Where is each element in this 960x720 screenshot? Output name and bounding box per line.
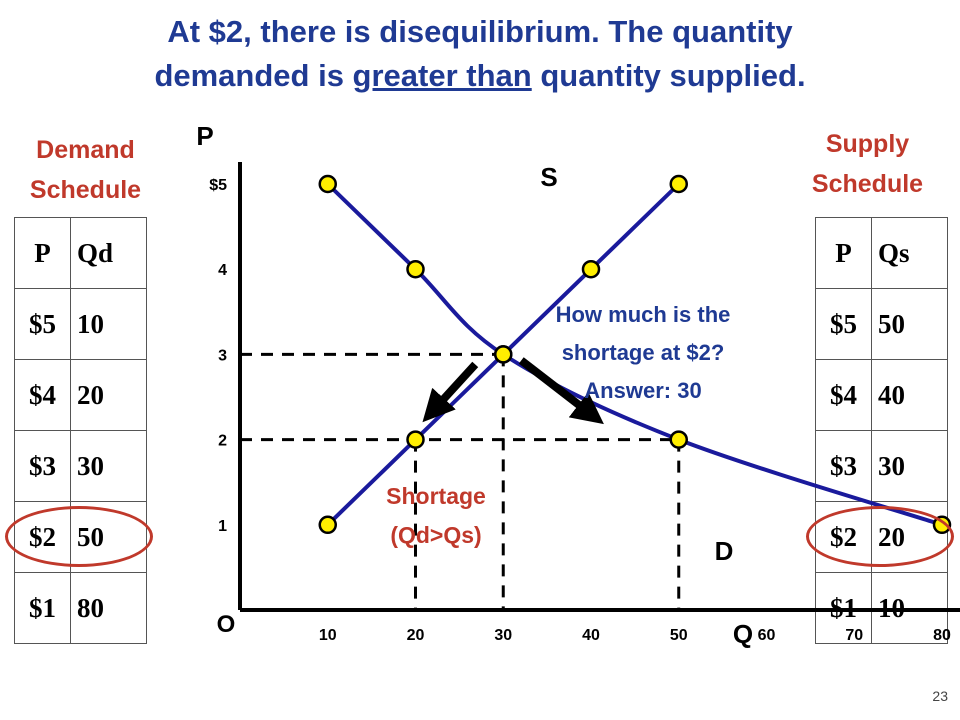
x-tick-label: 10 [319,627,337,644]
title-underlined-phrase: greater than [352,58,532,93]
supply-header-qs: Qs [871,217,948,289]
demand-point [318,174,337,194]
supply-schedule-title-line-2: Schedule [811,170,924,198]
supply-row: $4 40 [815,359,948,431]
shortage-label-line-1: Shortage [386,483,486,509]
y-tick-label: 4 [218,262,227,279]
page-number: 23 [932,688,948,704]
supply-schedule-title-line-1: Supply [825,130,910,158]
demand-header-qd: Qd [70,217,147,289]
demand-qty-cell: 10 [70,288,147,360]
title-line-2-pre: demanded is [154,58,353,93]
x-tick-label: 60 [758,627,776,644]
demand-curve-label: D [715,536,734,566]
x-tick-label: 80 [933,627,951,644]
y-tick-label: 3 [218,347,227,364]
demand-qty-cell: 30 [70,430,147,502]
x-axis-label: Q [733,619,753,649]
shortage-label: Shortage (Qd>Qs) [386,483,486,548]
supply-point [581,259,601,279]
supply-header-row: P Qs [815,217,948,289]
shortage-question: How much is the shortage at $2? Answer: … [556,302,731,403]
slide-title: At $2, there is disequilibrium. The quan… [0,10,960,98]
supply-price-cell: $3 [815,430,872,502]
supply-header-p: P [815,217,872,289]
supply-point [669,174,688,194]
shortage-arrows-group [422,357,604,425]
question-line-1: How much is the [556,302,731,327]
demand-schedule-table: P Qd $5 10 $4 20 $3 30 $2 50 $1 80 [14,217,147,644]
supply-qty-cell: 10 [871,572,948,644]
supply-price-cell: $4 [815,359,872,431]
supply-row: $5 50 [815,288,948,360]
shortage-label-line-2: (Qd>Qs) [390,522,481,548]
title-line-2-post: quantity supplied. [531,58,806,93]
supply-qty-cell: 40 [871,359,948,431]
question-line-2: shortage at $2? [562,340,725,365]
title-line-2: demanded is greater than quantity suppli… [0,54,960,98]
demand-header-p: P [14,217,71,289]
x-tick-label: 20 [407,627,425,644]
demand-row: $1 80 [14,572,147,644]
demand-qty-cell: 80 [70,572,147,644]
demand-schedule-title: Demand Schedule [8,130,163,210]
demand-schedule-title-line-1: Demand [36,136,135,164]
supply-point [406,430,425,449]
demand-price-cell: $1 [14,572,71,644]
demand-header-row: P Qd [14,217,147,289]
demand-point [932,515,952,535]
arrow-to-quantity-demanded [518,357,604,425]
demand-point [669,430,688,449]
arrow-to-quantity-supplied [422,361,479,423]
supply-curve-label: S [540,162,557,192]
supply-schedule-title: Supply Schedule [790,124,945,204]
guide-lines-group [240,352,681,610]
x-tick-label: 40 [582,627,600,644]
demand-schedule-title-line-2: Schedule [29,176,142,204]
demand-price-cell: $5 [14,288,71,360]
demand-point [406,259,425,279]
x-tick-label: 70 [845,627,863,644]
y-axis-label: P [196,121,213,151]
title-line-1: At $2, there is disequilibrium. The quan… [167,14,793,49]
demand-row: $5 10 [14,288,147,360]
demand-price-cell: $2 [14,501,71,573]
x-tick-label: 50 [670,627,688,644]
demand-qty-cell: 20 [70,359,147,431]
origin-label: O [217,611,236,638]
supply-price-cell: $5 [815,288,872,360]
x-tick-label: 30 [494,627,512,644]
answer-text: Answer: 30 [584,378,701,403]
supply-point [318,515,337,535]
supply-qty-cell: 50 [871,288,948,360]
y-tick-label: $5 [209,177,227,194]
y-tick-label: 1 [218,518,227,535]
points-group [318,174,952,535]
demand-row: $3 30 [14,430,147,502]
y-tick-label: 2 [218,433,227,450]
axes-group [238,161,960,612]
demand-point [494,345,513,364]
